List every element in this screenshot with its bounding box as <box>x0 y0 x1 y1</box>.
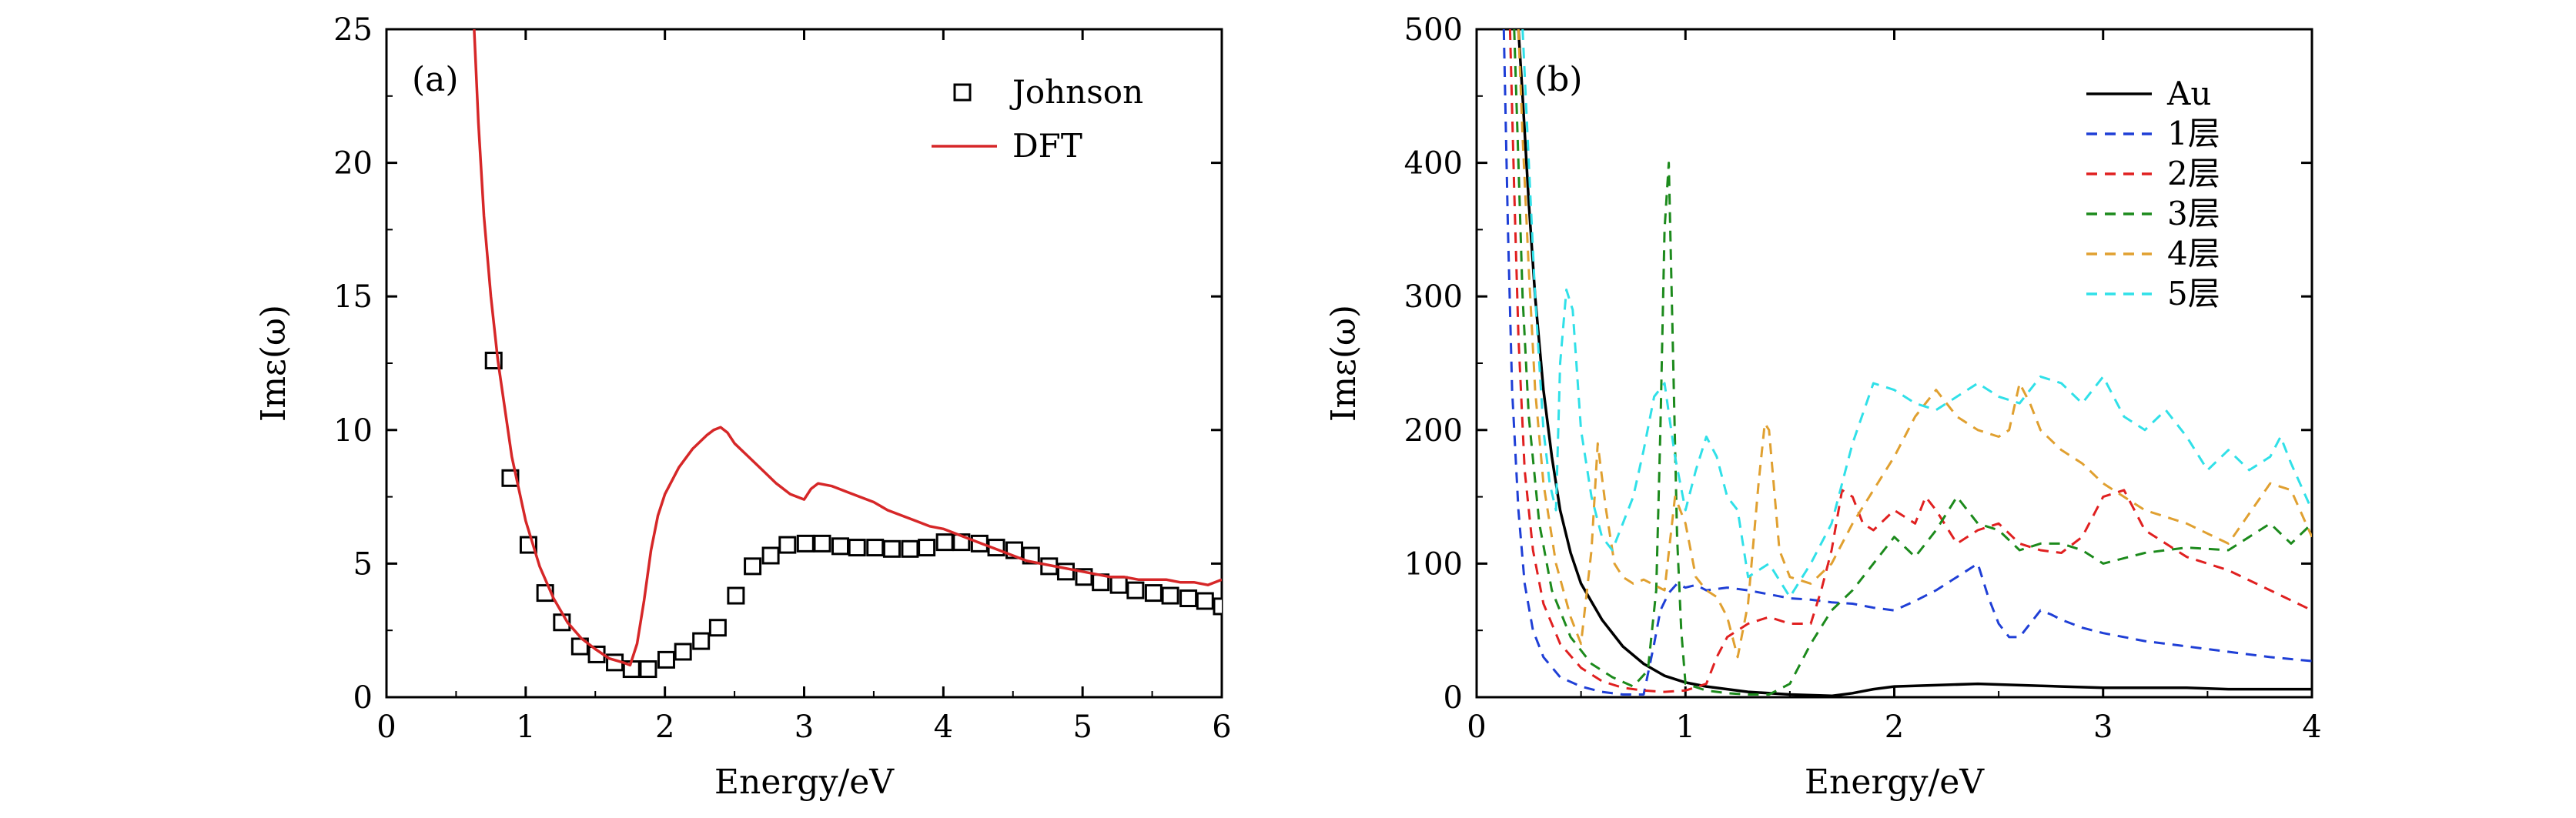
legend-label: Johnson <box>1009 73 1143 111</box>
data-point-johnson <box>1213 597 1222 616</box>
data-point-johnson <box>639 660 657 679</box>
data-point-johnson <box>657 650 675 669</box>
data-point-johnson <box>708 619 727 637</box>
series-line-1 <box>473 29 1222 667</box>
x-tick-label: 0 <box>376 709 396 745</box>
y-axis-title: Imε(ω) <box>254 305 293 422</box>
legend-label: 4层 <box>2167 235 2220 272</box>
y-tick-label: 300 <box>1404 279 1463 315</box>
legend-marker <box>953 83 972 102</box>
x-tick-label: 6 <box>1212 709 1231 745</box>
x-tick-label: 3 <box>2093 709 2113 745</box>
panel-b-chart: 0 1 2 3 4 0 100 200 300 400 500 Energy/eV Imε(ω) (b) A… <box>1324 12 2322 802</box>
series-line-3 <box>1513 29 2312 696</box>
data-point-johnson <box>796 534 815 553</box>
plot-frame <box>385 28 1223 699</box>
y-tick-label: 200 <box>1404 413 1463 449</box>
y-axis-title: Imε(ω) <box>1324 305 1363 422</box>
data-point-johnson <box>901 539 919 558</box>
x-tick-label: 5 <box>1072 709 1092 745</box>
data-point-johnson <box>813 534 831 553</box>
x-tick-label: 4 <box>2302 709 2321 745</box>
legend-label: 5层 <box>2167 275 2220 312</box>
x-tick-label: 0 <box>1467 709 1486 745</box>
series-line-1 <box>1502 29 2312 696</box>
y-tick-label: 400 <box>1404 146 1463 182</box>
y-tick-label: 100 <box>1404 546 1463 582</box>
panel-label: (b) <box>1534 60 1583 99</box>
y-tick-label: 15 <box>333 279 373 315</box>
data-point-johnson <box>692 632 711 650</box>
legend-label: 2层 <box>2167 155 2220 192</box>
data-point-johnson <box>674 643 692 661</box>
y-tick-label: 10 <box>333 413 373 449</box>
legend-label: Au <box>2166 75 2211 112</box>
legend-label: DFT <box>1012 127 1082 165</box>
series-group <box>1502 29 2312 697</box>
x-tick-label: 1 <box>1676 709 1695 745</box>
panel-a-chart: 0 1 2 3 4 5 6 0 5 10 15 20 25 Energy/eV Imε(ω) (a) Johns… <box>254 12 1232 802</box>
legend-label: 1层 <box>2167 115 2220 152</box>
legend-label: 3层 <box>2167 195 2220 232</box>
y-tick-label: 20 <box>333 146 373 182</box>
x-axis-title: Energy/eV <box>714 763 895 802</box>
data-point-johnson <box>1022 546 1040 565</box>
series-line-2 <box>1508 29 2312 693</box>
y-tick-label: 0 <box>353 680 373 716</box>
x-tick-label: 2 <box>1885 709 1904 745</box>
x-tick-label: 3 <box>795 709 814 745</box>
data-point-johnson <box>1109 576 1128 594</box>
data-point-johnson <box>918 539 936 557</box>
data-point-johnson <box>831 537 850 556</box>
x-tick-label: 4 <box>934 709 953 745</box>
data-point-johnson <box>1161 586 1179 605</box>
x-tick-label: 2 <box>655 709 674 745</box>
data-point-johnson <box>727 586 745 605</box>
y-tick-label: 5 <box>353 546 373 582</box>
legend: Johnson DFT <box>932 73 1143 165</box>
data-point-johnson <box>1196 592 1214 610</box>
data-point-johnson <box>1179 589 1198 608</box>
data-point-johnson <box>935 533 954 552</box>
data-point-johnson <box>778 536 797 554</box>
series-line-4 <box>1517 29 2312 659</box>
x-axis-title: Energy/eV <box>1805 763 1985 802</box>
data-point-johnson <box>744 557 762 576</box>
data-point-johnson <box>761 546 780 565</box>
panel-label: (a) <box>412 60 459 99</box>
series-group <box>473 29 1222 679</box>
data-point-johnson <box>882 539 901 558</box>
data-point-johnson <box>1126 581 1145 599</box>
y-tick-label: 500 <box>1404 12 1463 48</box>
data-point-johnson <box>848 539 866 557</box>
data-point-johnson <box>1144 584 1163 603</box>
y-tick-label: 25 <box>333 12 373 48</box>
x-tick-label: 1 <box>516 709 535 745</box>
data-point-johnson <box>866 539 885 557</box>
y-tick-label: 0 <box>1444 680 1463 716</box>
